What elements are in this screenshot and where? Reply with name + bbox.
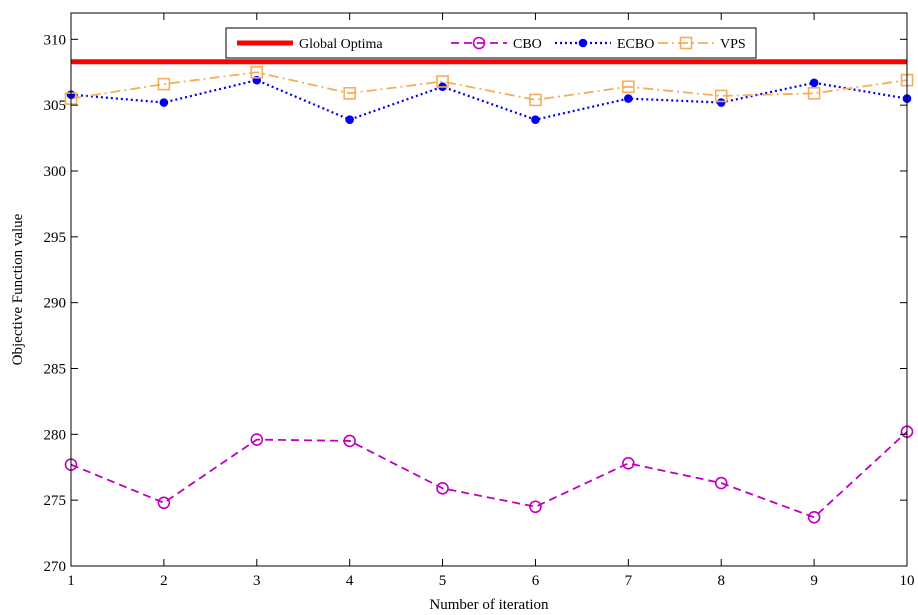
data-point-cbo xyxy=(714,476,728,490)
data-point-ecbo xyxy=(345,115,354,124)
y-tick-label: 305 xyxy=(44,98,67,114)
series-markers xyxy=(64,65,914,524)
data-point-cbo xyxy=(250,433,264,446)
x-axis-title: Number of iteration xyxy=(429,597,549,613)
data-point-ecbo xyxy=(624,94,633,103)
y-tick-label: 270 xyxy=(44,559,67,575)
legend-label: VPS xyxy=(720,37,746,52)
x-tick-label: 5 xyxy=(439,573,447,589)
data-point-ecbo xyxy=(716,98,726,107)
y-tick-label: 285 xyxy=(44,362,67,378)
data-point-ecbo xyxy=(809,78,819,88)
legend-label: ECBO xyxy=(617,37,654,52)
data-point-cbo xyxy=(529,500,542,514)
data-point-vps xyxy=(343,87,356,100)
data-point-vps xyxy=(250,65,264,79)
y-axis-title: Objective Function value xyxy=(10,213,26,365)
data-point-ecbo xyxy=(531,115,540,124)
y-tick-label: 275 xyxy=(44,493,67,509)
x-tick-label: 2 xyxy=(160,573,168,589)
y-tick-label: 290 xyxy=(44,296,67,312)
data-point-vps xyxy=(807,87,821,100)
data-point-vps xyxy=(529,93,542,107)
legend: Global Optima CBO ECBO VPS xyxy=(225,27,757,59)
y-tick-label: 295 xyxy=(44,230,67,246)
data-point-cbo xyxy=(343,434,356,448)
x-tick-label: 8 xyxy=(717,573,725,589)
y-tick-label: 280 xyxy=(44,427,67,443)
data-point-cbo xyxy=(807,510,821,524)
legend-swatch-marker xyxy=(578,38,588,48)
x-tick-label: 7 xyxy=(625,573,633,589)
x-tick-label: 10 xyxy=(900,573,915,589)
plot-background xyxy=(71,13,907,566)
x-tick-label: 9 xyxy=(810,573,818,589)
plot-frame xyxy=(70,12,908,567)
series-line-cbo xyxy=(71,431,907,519)
data-point-vps xyxy=(436,75,449,88)
data-point-ecbo xyxy=(159,98,169,107)
series-line-vps xyxy=(71,71,907,101)
legend-label: CBO xyxy=(513,37,542,52)
data-point-cbo xyxy=(622,456,635,470)
x-tick-label: 6 xyxy=(532,573,540,589)
series-line-ecbo xyxy=(71,78,907,121)
tick-labels: 1 2 3 4 5 6 7 8 9 10 270 275 280 285 290 295 300 305 310 xyxy=(44,32,915,589)
y-tick-label: 300 xyxy=(44,164,67,180)
y-tick-label: 310 xyxy=(44,32,67,48)
x-tick-label: 3 xyxy=(253,573,261,589)
legend-swatch-marker xyxy=(679,36,693,50)
data-point-cbo xyxy=(157,496,171,510)
data-point-cbo xyxy=(436,482,449,495)
data-point-vps xyxy=(714,89,728,103)
data-point-vps xyxy=(622,80,635,94)
x-tick-label: 1 xyxy=(67,573,75,589)
data-point-vps xyxy=(157,77,171,91)
x-tick-label: 4 xyxy=(346,573,354,589)
legend-label: Global Optima xyxy=(299,37,383,52)
legend-swatch-marker xyxy=(472,36,486,50)
series-lines xyxy=(71,59,907,519)
